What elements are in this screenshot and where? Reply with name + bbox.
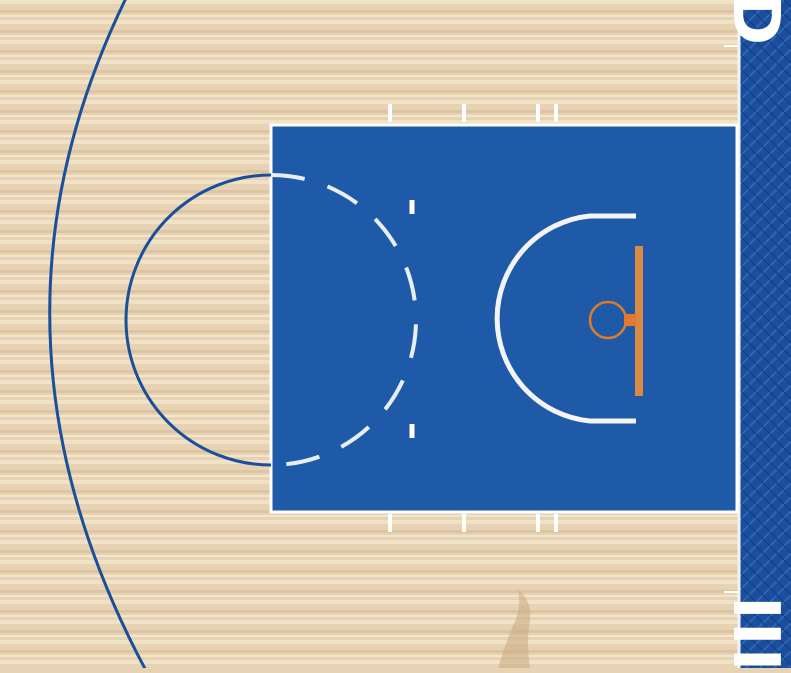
rim bbox=[588, 300, 628, 340]
lane-hash-marks-top bbox=[388, 104, 558, 122]
baseline-text-bottom: III bbox=[718, 596, 791, 673]
restricted-area-arc bbox=[494, 213, 636, 424]
player-shadow bbox=[498, 590, 531, 668]
free-throw-circle-outer bbox=[124, 173, 272, 467]
free-throw-circle-dashed bbox=[270, 173, 418, 467]
backboard bbox=[635, 246, 643, 396]
three-point-arc bbox=[48, 0, 147, 668]
lane-hash-marks-bottom bbox=[388, 514, 558, 532]
baseline-text-top: D bbox=[718, 0, 791, 48]
painted-key bbox=[269, 123, 739, 514]
baseline-band bbox=[739, 0, 791, 668]
